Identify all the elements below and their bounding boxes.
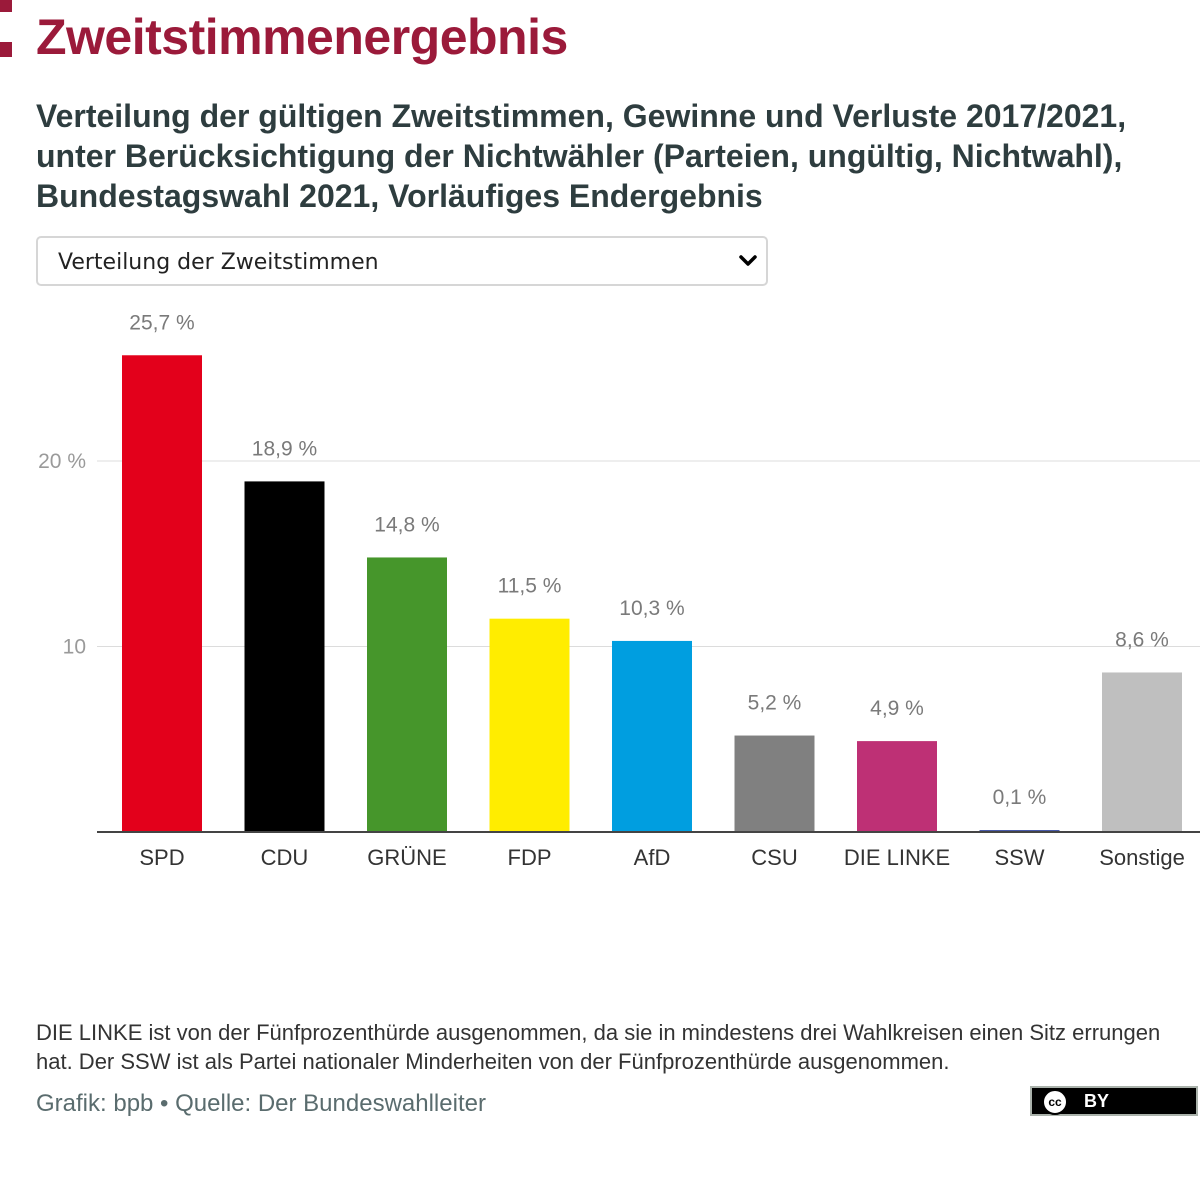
cc-by-license-badge[interactable]: cc BY	[1030, 1086, 1198, 1116]
x-tick-label: GRÜNE	[367, 845, 446, 870]
bar	[122, 355, 202, 832]
y-tick-label: 20 %	[38, 450, 86, 473]
bar	[367, 557, 447, 832]
x-tick-label: CDU	[261, 845, 309, 870]
data-label: 25,7 %	[129, 311, 194, 334]
bar	[734, 735, 815, 832]
x-tick-label: FDP	[508, 845, 552, 870]
chart-subtitle: Verteilung der gültigen Zweitstimmen, Ge…	[36, 98, 1127, 214]
y-tick-label: 10	[63, 636, 86, 659]
bar	[857, 741, 937, 832]
license-label: BY	[1084, 1091, 1110, 1111]
view-select-value: Verteilung der Zweitstimmen	[58, 250, 379, 275]
x-tick-label: SSW	[994, 845, 1044, 870]
x-tick-label: DIE LINKE	[844, 845, 950, 870]
bar	[1102, 672, 1182, 832]
page-title: Zweitstimmenergebnis	[36, 9, 568, 65]
bar-chart: 10 20 % 25,7 % SPD 18,9 % CDU 14,8 % GRÜNE 11,5 …	[38, 311, 1200, 870]
data-label: 14,8 %	[374, 513, 439, 536]
x-tick-label: AfD	[634, 845, 671, 870]
data-label: 10,3 %	[619, 597, 684, 620]
footnote: DIE LINKE ist von der Fünfprozenthürde a…	[36, 1020, 1161, 1074]
data-label: 0,1 %	[993, 786, 1047, 809]
bar	[612, 640, 692, 832]
chevron-down-icon	[739, 255, 757, 266]
source-credit: Grafik: bpb • Quelle: Der Bundeswahlleit…	[36, 1090, 486, 1117]
x-tick-label: SPD	[139, 845, 184, 870]
view-select[interactable]: Verteilung der Zweitstimmen	[36, 236, 768, 286]
x-tick-label: CSU	[751, 845, 797, 870]
data-label: 5,2 %	[748, 692, 802, 715]
data-label: 11,5 %	[498, 575, 562, 598]
data-label: 8,6 %	[1115, 628, 1169, 651]
data-label: 4,9 %	[870, 697, 924, 720]
bar	[489, 618, 570, 832]
bar	[244, 481, 325, 832]
x-tick-label: Sonstige	[1099, 845, 1185, 870]
data-label: 18,9 %	[252, 437, 317, 460]
accent-mark	[0, 0, 12, 12]
accent-mark	[0, 42, 12, 57]
creative-commons-icon: cc	[1042, 1089, 1068, 1115]
